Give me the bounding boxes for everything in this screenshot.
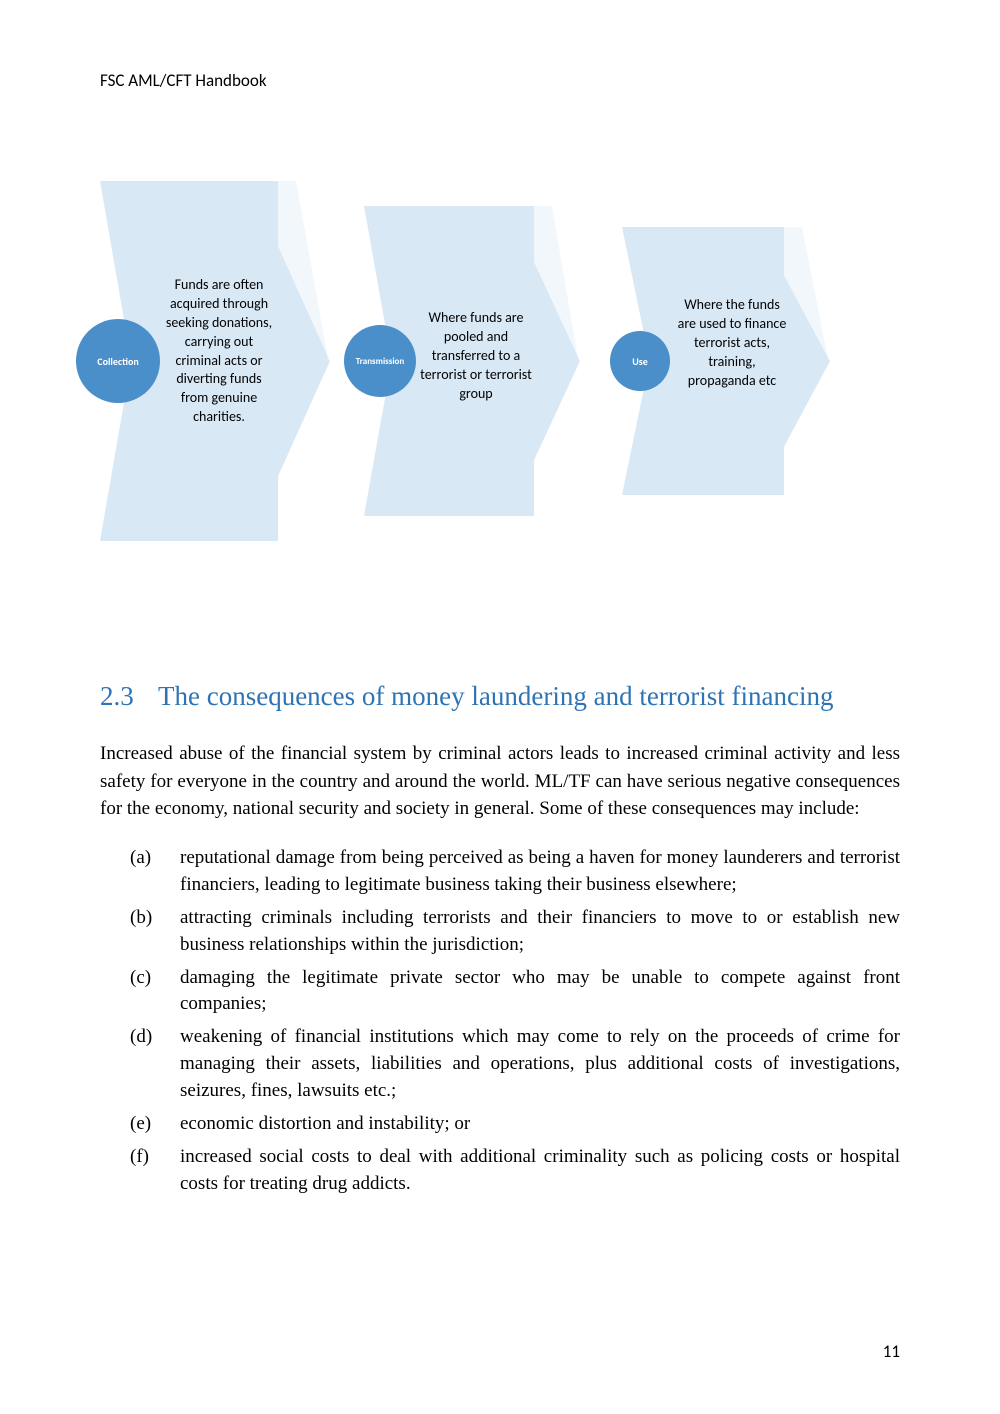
list-content: reputational damage from being perceived…: [180, 845, 900, 899]
list-item: (a)reputational damage from being percei…: [130, 845, 900, 899]
page-header: FSC AML/CFT Handbook: [100, 70, 900, 91]
list-content: increased social costs to deal with addi…: [180, 1144, 900, 1198]
list-content: damaging the legitimate private sector w…: [180, 965, 900, 1019]
list-item: (f)increased social costs to deal with a…: [130, 1144, 900, 1198]
list-content: weakening of financial institutions whic…: [180, 1024, 900, 1105]
section-number: 2.3: [100, 681, 158, 712]
section-heading: 2.3The consequences of money laundering …: [100, 681, 900, 712]
stage-description: Funds are often acquired through seeking…: [162, 276, 276, 427]
stage-circle: Transmission: [344, 325, 416, 397]
list-item: (c)damaging the legitimate private secto…: [130, 965, 900, 1019]
stage-circle: Use: [610, 331, 670, 391]
section-intro: Increased abuse of the financial system …: [100, 740, 900, 823]
list-marker: (a): [130, 845, 180, 899]
list-marker: (e): [130, 1111, 180, 1138]
list-marker: (b): [130, 905, 180, 959]
list-content: attracting criminals including terrorist…: [180, 905, 900, 959]
list-content: economic distortion and instability; or: [180, 1111, 900, 1138]
list-marker: (d): [130, 1024, 180, 1105]
section-title: The consequences of money laundering and…: [158, 681, 834, 711]
list-marker: (c): [130, 965, 180, 1019]
stage-description: Where funds are pooled and transferred t…: [420, 309, 532, 403]
consequence-list: (a)reputational damage from being percei…: [100, 845, 900, 1199]
process-diagram: CollectionFunds are often acquired throu…: [100, 181, 900, 541]
page-number: 11: [883, 1341, 900, 1362]
list-marker: (f): [130, 1144, 180, 1198]
stage-description: Where the funds are used to finance terr…: [674, 296, 790, 390]
list-item: (e)economic distortion and instability; …: [130, 1111, 900, 1138]
stage-circle: Collection: [76, 319, 160, 403]
list-item: (b)attracting criminals including terror…: [130, 905, 900, 959]
list-item: (d)weakening of financial institutions w…: [130, 1024, 900, 1105]
